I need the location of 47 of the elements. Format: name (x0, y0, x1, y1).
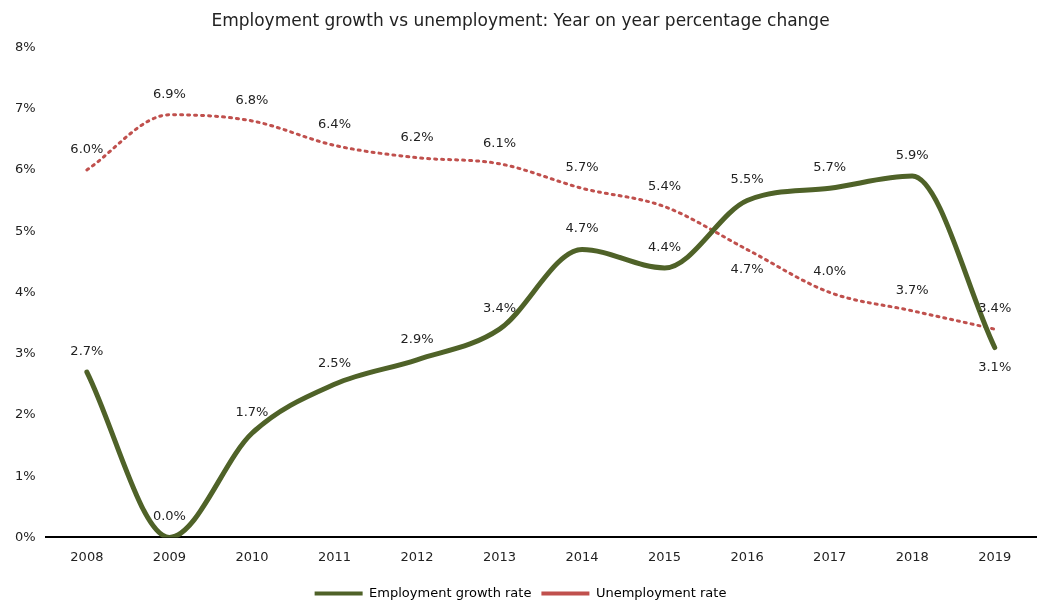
data-label: 5.4% (648, 177, 682, 193)
x-tick-label: 2010 (235, 548, 269, 564)
data-label: 5.7% (813, 159, 847, 175)
data-label: 6.0% (70, 140, 104, 156)
data-label: 6.2% (400, 128, 434, 144)
data-label: 3.4% (483, 300, 517, 316)
data-label: 0.0% (152, 508, 186, 524)
chart-title: Employment growth vs unemployment: Year on year percentage change (211, 9, 830, 30)
y-tick-label: 8% (15, 38, 36, 54)
data-label: 2.5% (317, 355, 351, 371)
data-label: 4.0% (813, 263, 847, 279)
y-tick-label: 2% (15, 406, 36, 422)
data-label: 6.8% (235, 91, 269, 107)
legend-label: Unemployment rate (595, 584, 727, 600)
y-tick-label: 5% (15, 222, 36, 238)
y-tick-label: 6% (15, 161, 36, 177)
data-label: 4.7% (730, 261, 764, 277)
x-tick-label: 2009 (152, 548, 186, 564)
x-tick-label: 2015 (648, 548, 682, 564)
data-label: 6.1% (483, 134, 517, 150)
data-label: 2.9% (400, 330, 434, 346)
y-tick-label: 4% (15, 283, 36, 299)
data-label: 4.4% (648, 238, 682, 254)
data-label: 4.7% (565, 220, 599, 236)
y-tick-label: 3% (15, 345, 36, 361)
data-label: 2.7% (70, 342, 104, 358)
data-label: 5.9% (895, 146, 929, 162)
x-tick-label: 2019 (978, 548, 1012, 564)
data-label: 3.1% (978, 359, 1012, 375)
x-tick-label: 2008 (70, 548, 104, 564)
data-label: 6.4% (317, 116, 351, 132)
x-tick-label: 2016 (730, 548, 764, 564)
x-tick-label: 2011 (317, 548, 352, 564)
y-tick-label: 7% (15, 100, 36, 116)
y-tick-label: 0% (15, 528, 36, 544)
y-tick-label: 1% (15, 467, 36, 483)
x-tick-label: 2013 (483, 548, 517, 564)
data-label: 3.7% (895, 281, 929, 297)
x-tick-label: 2014 (565, 548, 599, 564)
data-label: 5.5% (730, 171, 764, 187)
x-tick-label: 2017 (813, 548, 847, 564)
legend-label: Employment growth rate (369, 584, 532, 600)
x-tick-label: 2012 (400, 548, 434, 564)
data-label: 1.7% (235, 404, 269, 420)
data-label: 6.9% (152, 85, 186, 101)
data-label: 5.7% (565, 159, 599, 175)
x-tick-label: 2018 (895, 548, 929, 564)
